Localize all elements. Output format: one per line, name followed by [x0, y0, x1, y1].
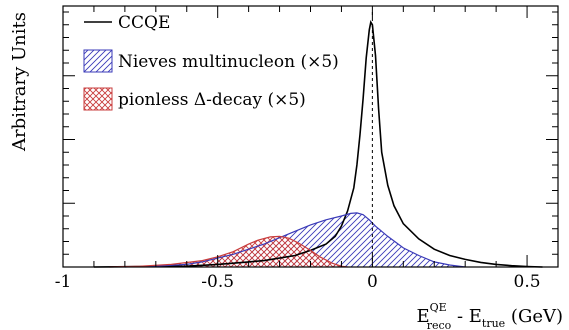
series-0-line	[93, 20, 543, 268]
plot-frame	[62, 5, 559, 268]
x-tick-label: 0	[367, 272, 378, 292]
x-tick-label: -1	[55, 272, 72, 292]
plot-fills	[109, 212, 466, 267]
series-1-area	[124, 212, 466, 267]
legend-swatch-nieves	[83, 49, 113, 73]
legend-swatch-delta	[83, 87, 113, 111]
legend-label-delta: pionless Δ-decay (×5)	[118, 90, 306, 110]
legend-label-nieves: Nieves multinucleon (×5)	[118, 52, 339, 72]
y-axis-title: Arbitrary Units	[9, 12, 30, 152]
x-tick-labels: -1 -0.5 0 0.5	[55, 272, 541, 292]
series-1-outline	[124, 212, 466, 268]
x-axis-title: EQE reco - Etrue (GeV)	[416, 301, 563, 330]
series-2-outline	[109, 235, 348, 268]
x-tick-label: -0.5	[201, 272, 234, 292]
legend: CCQE Nieves multinucleon (×5) pionless Δ…	[83, 13, 339, 111]
legend-label-ccqe: CCQE	[118, 13, 170, 33]
series-2-area	[109, 236, 348, 267]
plot-lines	[93, 20, 543, 268]
x-tick-label: 0.5	[514, 272, 541, 292]
